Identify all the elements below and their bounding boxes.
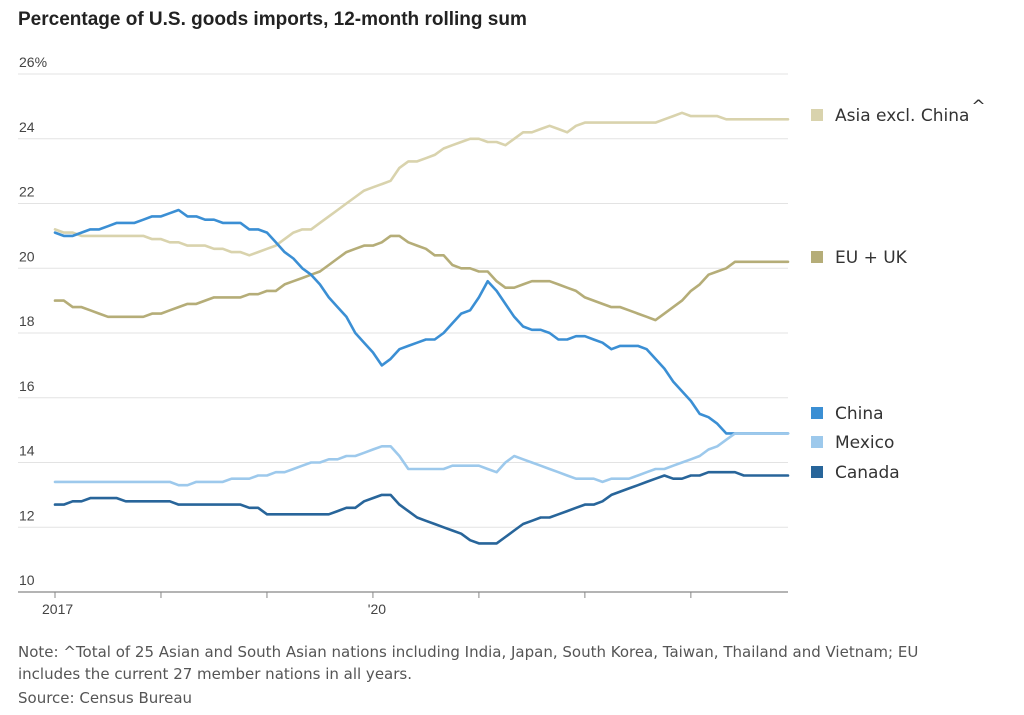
legend-swatch-canada bbox=[811, 466, 823, 478]
x-tick-label: '20 bbox=[368, 601, 386, 617]
legend-footnote-mark: ^ bbox=[971, 97, 985, 117]
y-tick-label: 18 bbox=[19, 313, 35, 329]
legend-label-asia-excl-china: Asia excl. China bbox=[835, 106, 969, 126]
legend-swatch-eu-uk bbox=[811, 251, 823, 263]
y-axis-ticks: 26% 24 22 20 18 16 14 12 10 bbox=[19, 54, 47, 588]
y-tick-label: 22 bbox=[19, 184, 35, 200]
series-line-asia-excl-china bbox=[53, 111, 790, 257]
chart-title: Percentage of U.S. goods imports, 12-mon… bbox=[18, 9, 527, 30]
series-line-china bbox=[53, 208, 790, 435]
y-tick-label: 10 bbox=[19, 572, 35, 588]
series-line-eu-uk bbox=[53, 234, 790, 322]
legend-label-china: China bbox=[835, 404, 884, 424]
x-tick-label: 2017 bbox=[42, 601, 73, 617]
y-tick-label: 20 bbox=[19, 248, 35, 264]
legend-label-canada: Canada bbox=[835, 463, 900, 483]
chart-source: Source: Census Bureau bbox=[18, 689, 193, 707]
legend-label-mexico: Mexico bbox=[835, 433, 894, 453]
y-tick-label: 12 bbox=[19, 507, 35, 523]
series-lines bbox=[53, 111, 790, 545]
y-tick-label: 24 bbox=[19, 119, 35, 135]
legend-swatch-china bbox=[811, 407, 823, 419]
legend: Asia excl. China ^ EU + UK China Mexico Canad… bbox=[811, 97, 986, 483]
x-axis: 2017 '20 bbox=[42, 592, 692, 617]
gridlines bbox=[18, 73, 788, 593]
legend-label-eu-uk: EU + UK bbox=[835, 248, 908, 268]
y-tick-label: 16 bbox=[19, 378, 35, 394]
series-line-mexico bbox=[53, 432, 790, 487]
legend-swatch-asia-excl-china bbox=[811, 109, 823, 121]
y-tick-label: 14 bbox=[19, 443, 35, 459]
y-tick-label: 26% bbox=[19, 54, 47, 70]
chart-note: Note: ^Total of 25 Asian and South Asian… bbox=[18, 643, 919, 683]
legend-swatch-mexico bbox=[811, 436, 823, 448]
series-line-canada bbox=[53, 470, 790, 545]
